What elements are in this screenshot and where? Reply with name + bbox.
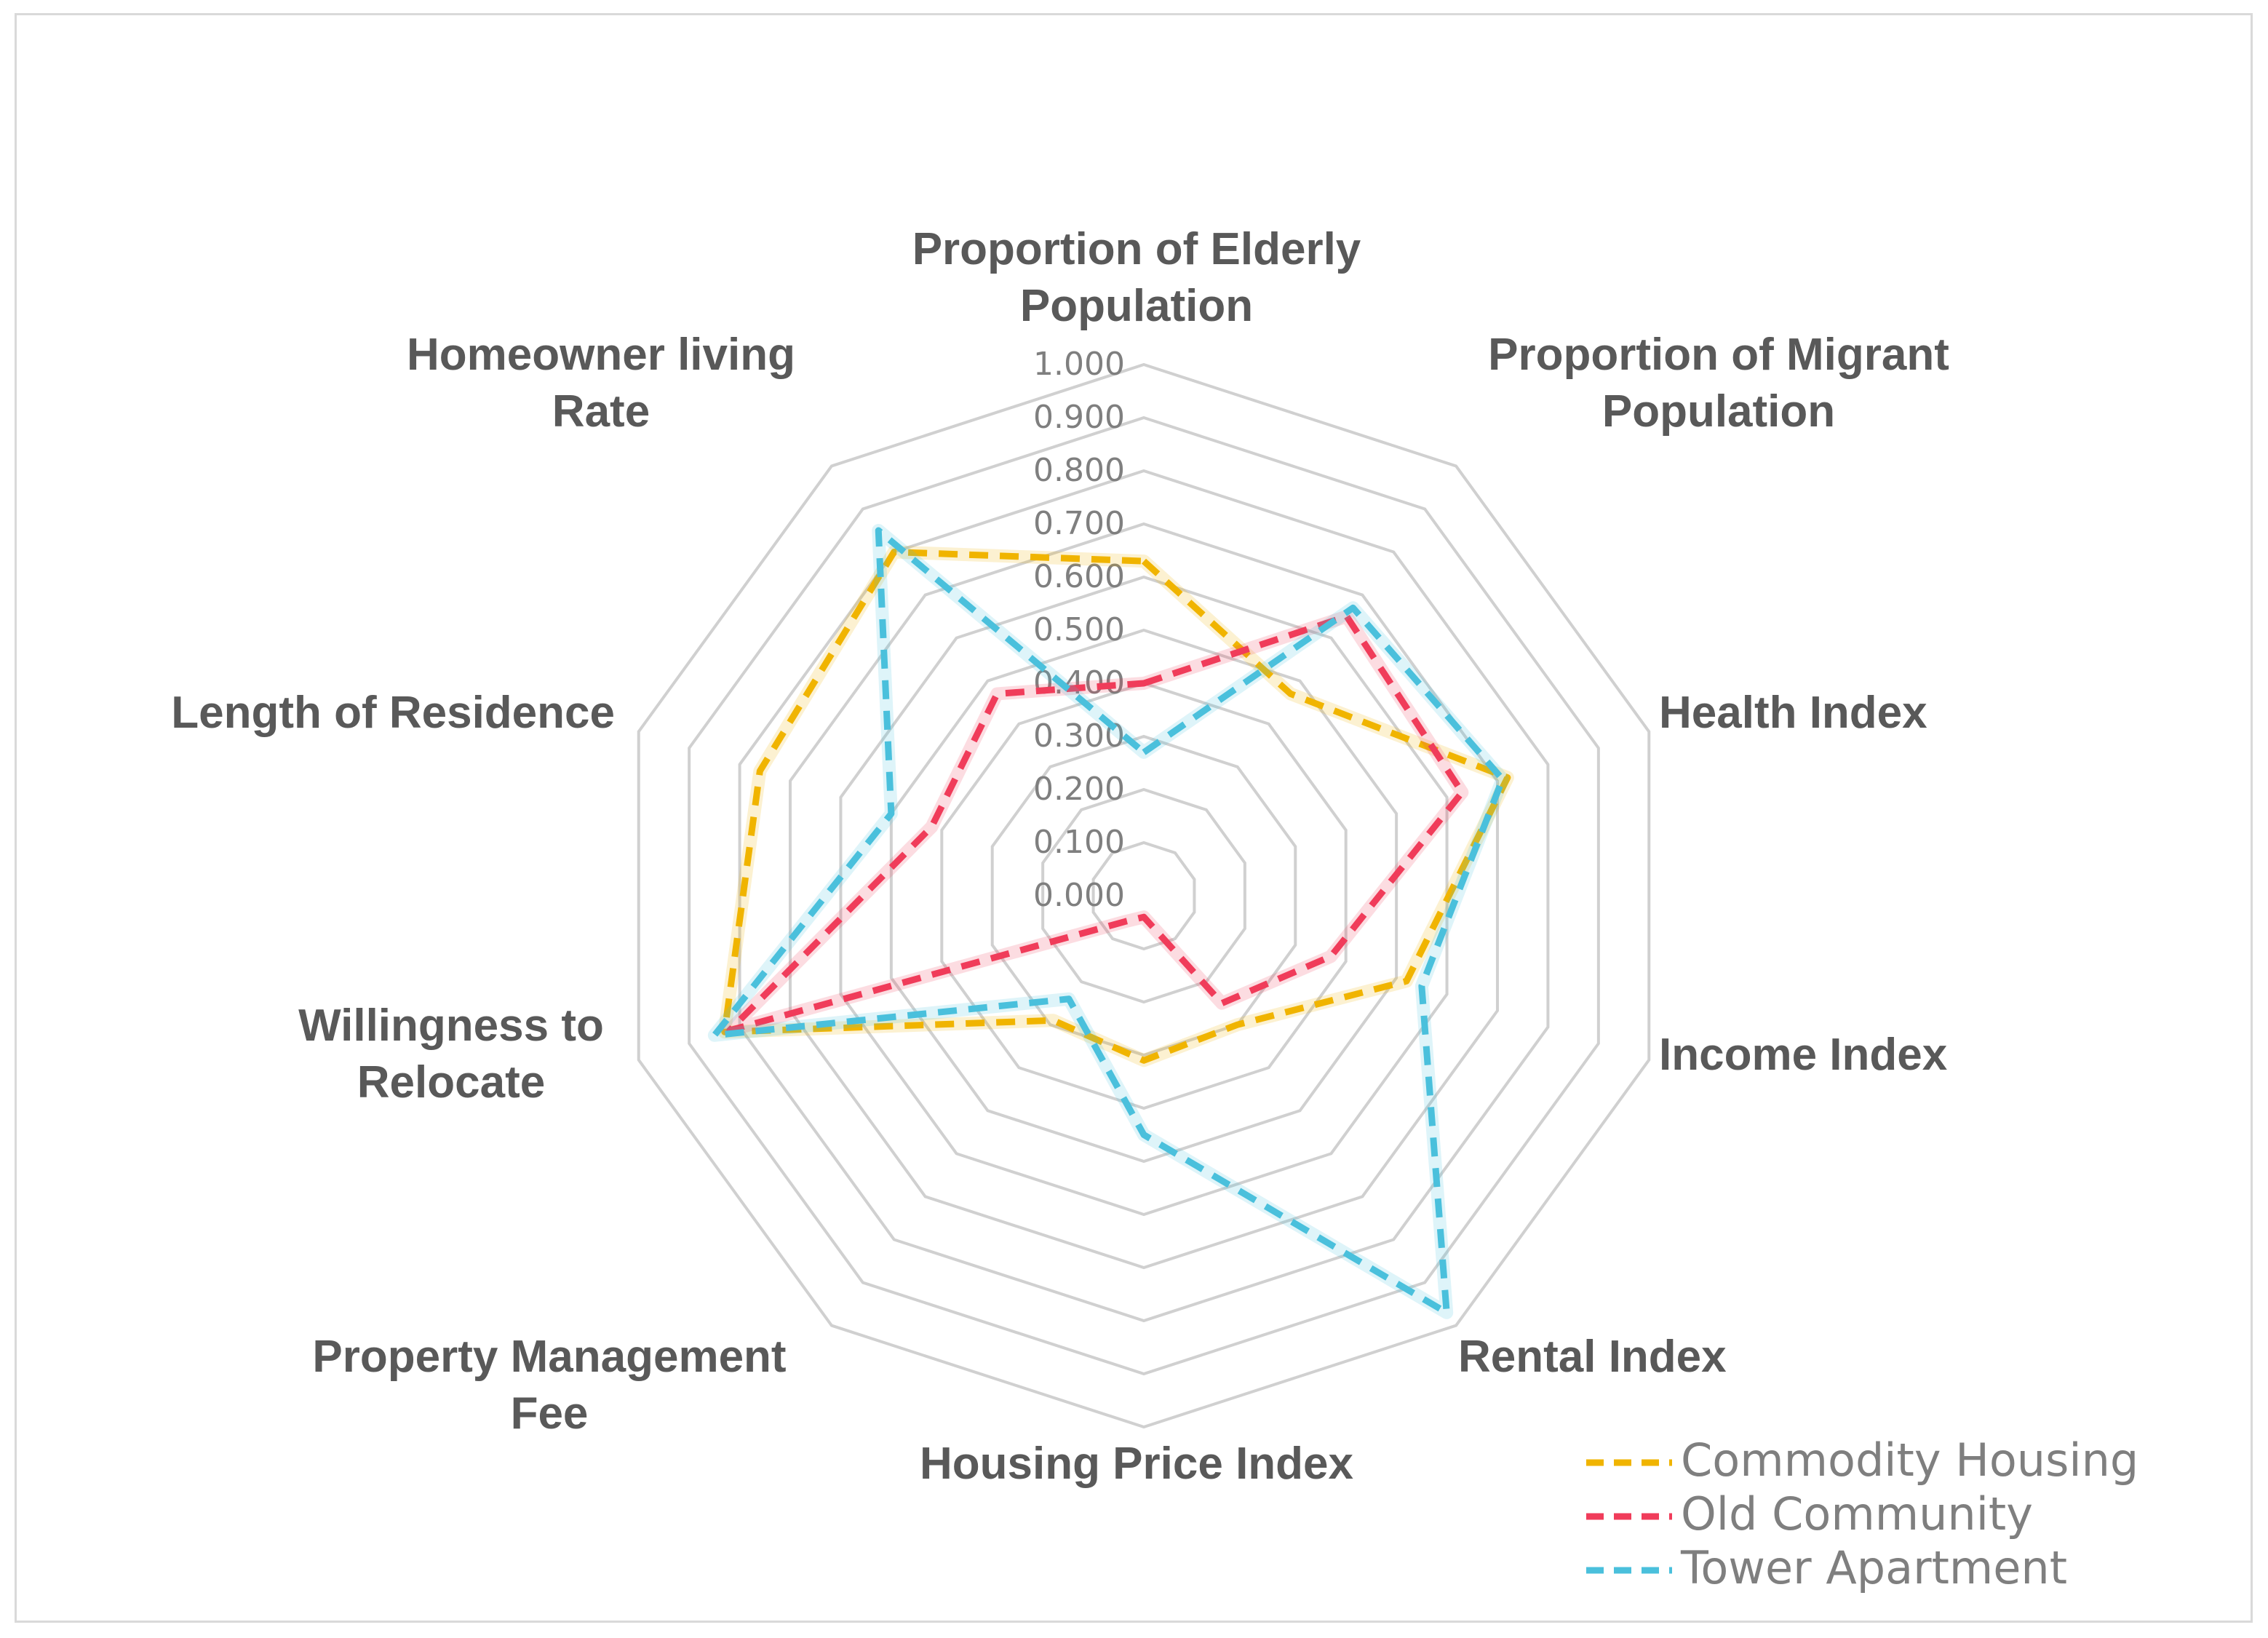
axis-labels: Proportion of Elderly Population Proportio… — [171, 224, 1949, 1489]
grid-ring-1 — [1091, 840, 1196, 951]
axis-label: Length of Residence — [171, 688, 615, 738]
series-line — [711, 527, 1506, 1316]
legend-label: Tower Apartment — [1680, 1541, 2067, 1594]
tick-label: 0.000 — [1033, 877, 1125, 914]
legend-item: Tower Apartment — [1586, 1541, 2067, 1594]
grid-ring-7 — [789, 522, 1499, 1270]
tick-label: 1.000 — [1033, 346, 1125, 383]
grid-ring-4 — [940, 681, 1348, 1110]
axis-label: Proportion of Elderly Population — [912, 224, 1361, 331]
grid-ring-9 — [688, 416, 1600, 1376]
legend-item: Commodity Housing — [1586, 1434, 2138, 1487]
tick-label: 0.200 — [1033, 771, 1125, 808]
axis-label: Property Management Fee — [312, 1332, 786, 1439]
tick-label: 0.100 — [1033, 824, 1125, 861]
radar-grid — [637, 362, 1651, 1429]
axis-label: Health Index — [1659, 688, 1927, 738]
legend-label: Old Community — [1681, 1487, 2033, 1540]
radial-tick-labels: 0.0000.1000.2000.3000.4000.5000.6000.700… — [1033, 346, 1125, 914]
grid-ring-10 — [637, 362, 1651, 1429]
series-line — [726, 613, 1465, 1034]
tick-label: 0.500 — [1033, 611, 1125, 648]
grid-ring-5 — [889, 628, 1398, 1164]
legend-item: Old Community — [1586, 1487, 2033, 1540]
tick-label: 0.600 — [1033, 558, 1125, 595]
axis-label: Income Index — [1659, 1030, 1948, 1080]
legend-label: Commodity Housing — [1681, 1434, 2138, 1487]
axis-label: Homeowner living Rate — [407, 330, 795, 437]
axis-label: Proportion of Migrant Population — [1488, 330, 1949, 437]
grid-ring-8 — [738, 469, 1550, 1323]
data-series — [707, 524, 1514, 1319]
axis-label: Willingness to Relocate — [298, 1001, 604, 1108]
grid-ring-2 — [1041, 787, 1246, 1004]
grid-ring-3 — [990, 734, 1297, 1057]
series-old-community — [723, 610, 1469, 1037]
tick-label: 0.900 — [1033, 399, 1125, 436]
grid-ring-6 — [839, 575, 1449, 1217]
series-tower-apartment — [707, 524, 1509, 1319]
axis-label: Housing Price Index — [920, 1439, 1354, 1489]
tick-label: 0.800 — [1033, 452, 1125, 489]
axis-label: Rental Index — [1458, 1332, 1727, 1382]
tick-label: 0.700 — [1033, 505, 1125, 542]
chart-frame — [15, 13, 2253, 1623]
